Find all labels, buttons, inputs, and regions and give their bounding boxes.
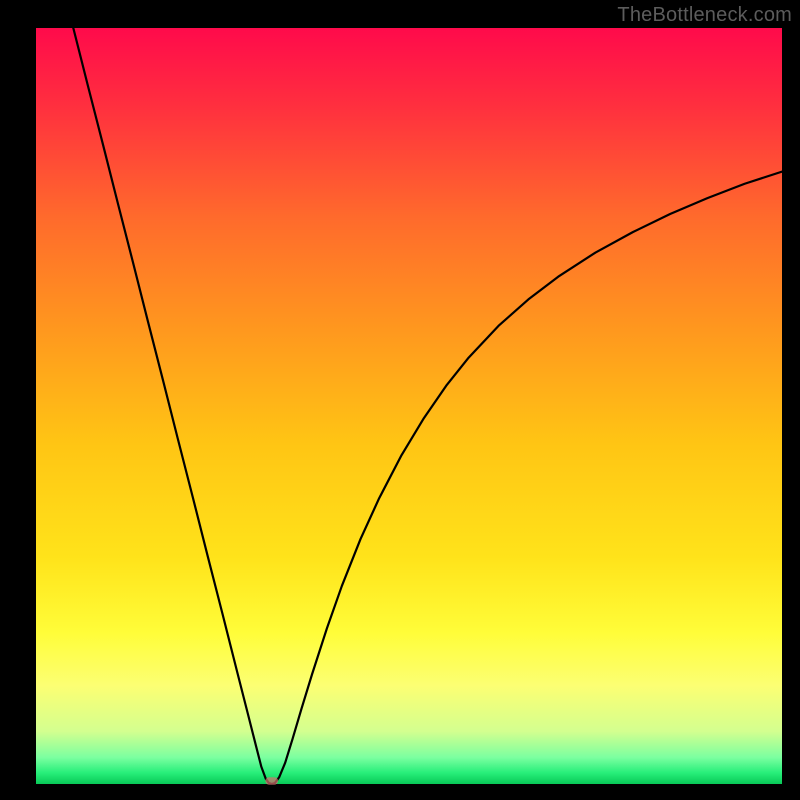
chart-svg [0,0,800,800]
chart-stage: TheBottleneck.com [0,0,800,800]
minimum-marker [265,777,278,785]
plot-background [36,28,782,784]
attribution-label: TheBottleneck.com [617,4,792,27]
